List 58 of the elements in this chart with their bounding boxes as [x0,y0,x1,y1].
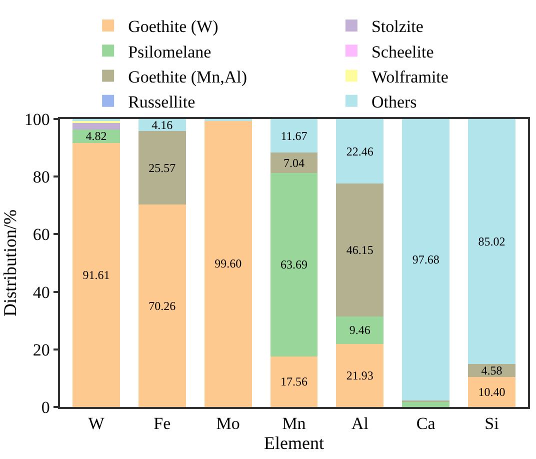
data-label: 10.40 [478,385,506,400]
data-label: 22.46 [346,144,374,158]
legend-label: Goethite (Mn,Al) [128,67,248,86]
legend-label: Others [371,92,417,112]
data-label: 4.16 [152,118,173,132]
bar [336,119,384,184]
y-tick-label: 80 [32,168,50,187]
data-label: 7.04 [284,156,304,170]
bar [336,344,384,407]
data-label: 25.57 [148,160,176,175]
bar [402,119,450,400]
x-tick-label: Si [484,414,500,434]
bar [138,204,186,407]
bar [336,184,384,317]
bar [270,173,318,356]
data-label: 17.56 [280,374,308,389]
data-label: 9.46 [349,323,370,338]
bar [270,119,318,153]
bar [270,356,318,407]
y-tick-label: 20 [32,340,50,360]
bar [402,402,450,407]
data-label: 4.82 [86,129,107,144]
data-label: 99.60 [214,256,242,271]
legend-label: Psilomelane [128,42,212,62]
data-label: 70.26 [148,298,176,313]
legend-label: Scheelite [371,42,434,62]
x-tick-label: W [88,414,106,434]
legend-label: Wolframite [371,67,448,86]
data-label: 46.15 [346,243,374,258]
x-tick-label: Mn [282,414,306,434]
bar [72,122,120,130]
x-axis-title: Element [264,433,324,454]
y-tick-label: 40 [32,282,50,302]
x-tick-label: Ca [416,414,436,434]
bar [336,316,384,344]
x-tick-label: Fe [154,414,171,434]
y-tick-label: 100 [24,110,50,129]
data-label: 4.58 [481,363,502,378]
data-label: 11.67 [280,128,308,143]
data-label: 85.02 [478,234,506,248]
legend-label: Stolzite [371,17,424,36]
bar [468,119,516,364]
legend-label: Russellite [128,92,196,112]
bar [270,152,318,173]
y-axis-title: Distribution/% [0,209,20,316]
x-tick-label: Mo [216,414,240,434]
bar [204,120,252,407]
data-label: 21.93 [346,368,374,382]
data-label: 63.69 [280,258,308,272]
x-tick-label: Al [351,414,369,434]
bar [138,131,186,205]
legend-label: Goethite (W) [128,17,218,36]
y-tick-label: 0 [41,398,50,417]
bar [72,143,120,407]
y-tick-label: 60 [32,225,50,244]
data-label: 91.61 [82,268,110,282]
data-label: 97.68 [412,252,440,267]
bar [468,377,516,407]
